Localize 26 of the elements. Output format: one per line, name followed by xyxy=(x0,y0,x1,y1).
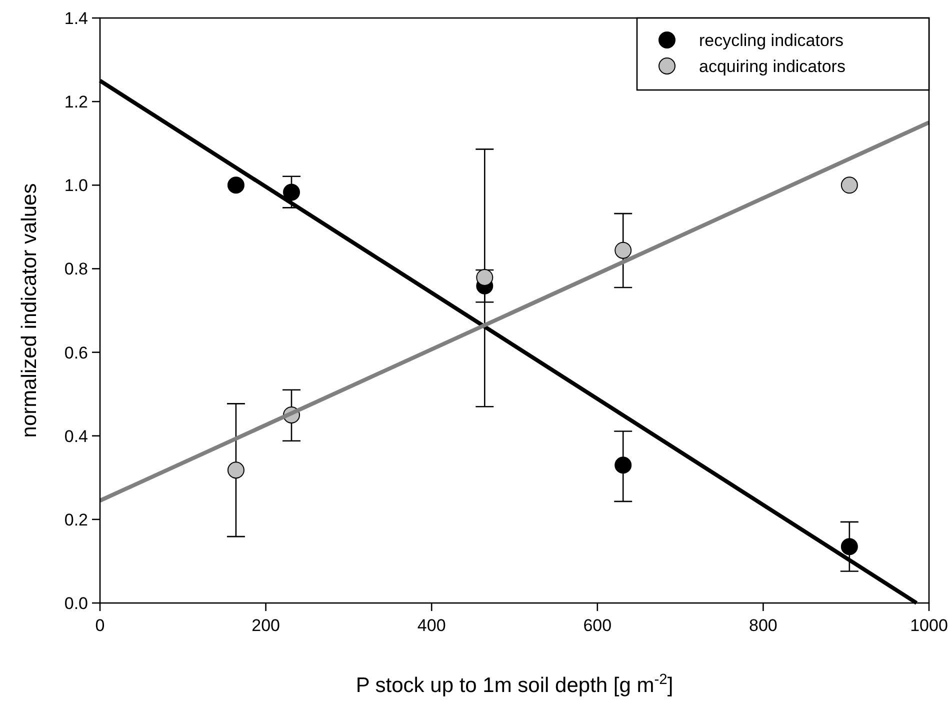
y-tick-label: 1.4 xyxy=(64,9,88,28)
legend-label: recycling indicators xyxy=(699,31,844,50)
y-tick-label: 0.2 xyxy=(64,510,88,530)
y-tick-label: 0.0 xyxy=(64,594,88,613)
y-tick-label: 0.8 xyxy=(64,260,88,279)
point xyxy=(283,184,300,201)
x-tick-label: 200 xyxy=(252,616,280,635)
legend-label: acquiring indicators xyxy=(699,57,846,76)
y-tick-label: 1.0 xyxy=(64,176,88,196)
x-tick-label: 800 xyxy=(749,616,778,635)
y-axis-title: normalized indicator values xyxy=(18,183,41,438)
y-tick-label: 0.6 xyxy=(64,343,88,362)
point xyxy=(840,176,858,194)
x-tick-label: 0 xyxy=(95,616,105,635)
x-tick-label: 400 xyxy=(417,616,446,635)
point xyxy=(227,462,244,479)
y-tick-label: 1.2 xyxy=(64,92,88,112)
y-tick-label: 0.4 xyxy=(64,426,88,446)
point xyxy=(840,538,858,556)
point xyxy=(476,268,494,286)
x-tick-label: 1000 xyxy=(910,616,948,635)
x-tick-label: 600 xyxy=(583,616,612,635)
point xyxy=(614,242,632,259)
point xyxy=(614,456,632,474)
point xyxy=(227,176,244,194)
x-axis-title: P stock up to 1m soil depth [g m$^{-2}$] xyxy=(356,672,674,697)
